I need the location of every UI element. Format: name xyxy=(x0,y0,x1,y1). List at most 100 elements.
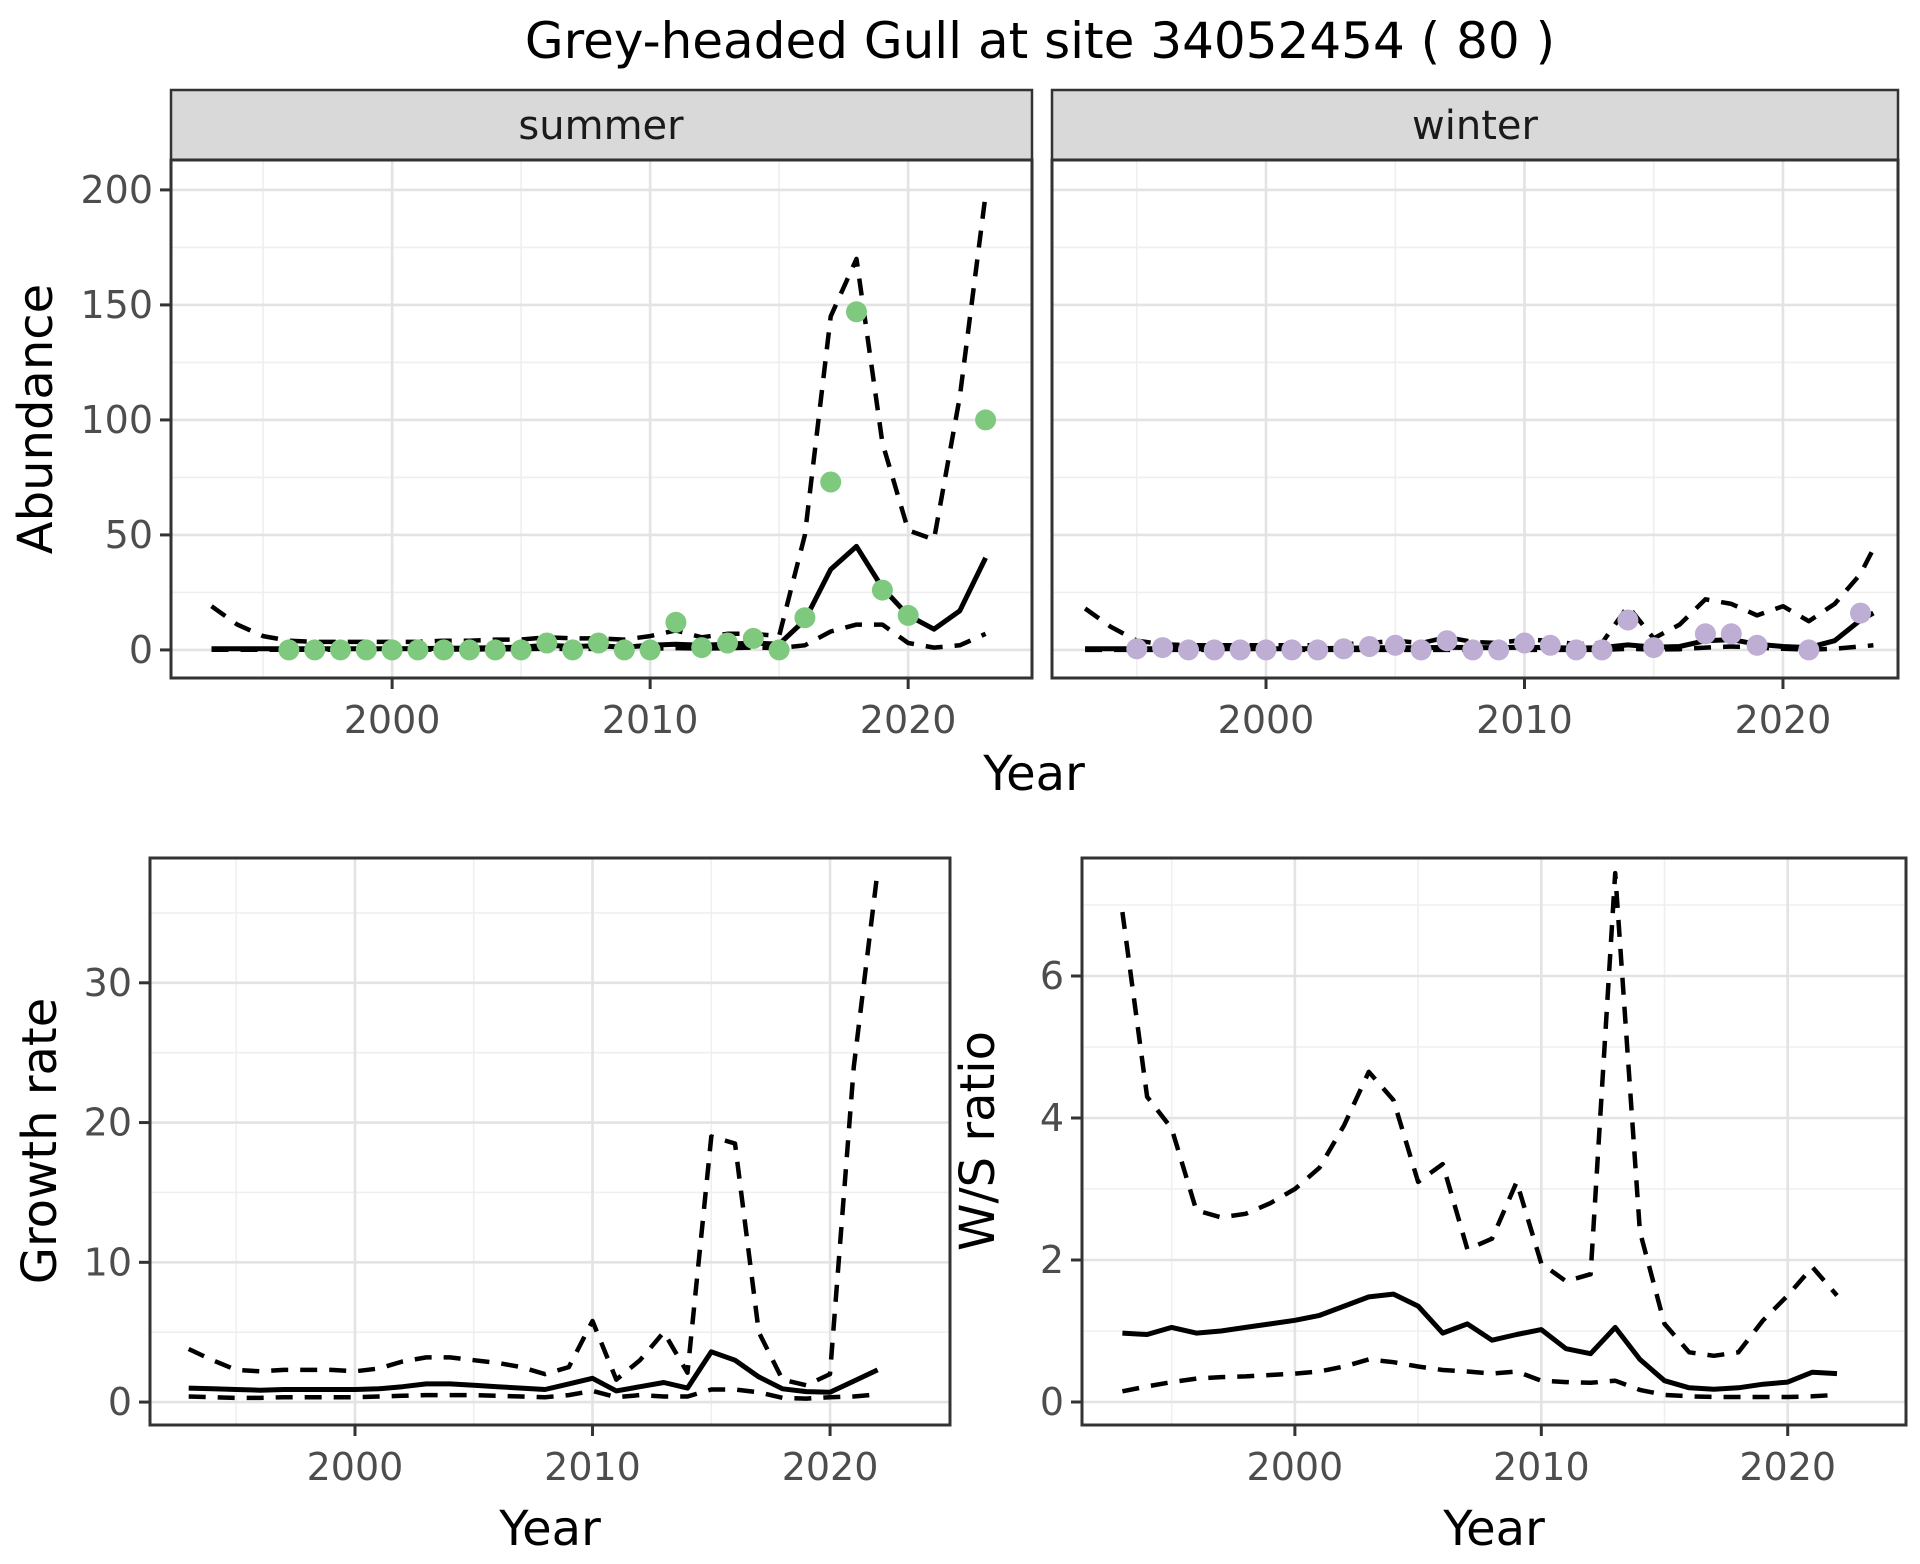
data-point xyxy=(1178,639,1199,661)
data-point xyxy=(639,639,661,661)
data-point xyxy=(820,471,842,493)
data-point xyxy=(871,579,893,601)
x-axis-title-year-top: Year xyxy=(982,746,1085,802)
data-point xyxy=(510,639,532,661)
facet-strip-winter: winter xyxy=(1050,88,1900,162)
data-point xyxy=(1850,602,1871,624)
facet-strip-winter-label: winter xyxy=(1412,103,1538,149)
data-point xyxy=(562,639,584,661)
data-point xyxy=(588,632,609,654)
y-axis-title-growth-rate: Growth rate xyxy=(12,998,68,1285)
data-point xyxy=(1539,634,1561,656)
y-tick-label: 30 xyxy=(84,961,132,1005)
y-axis-title-ws-ratio: W/S ratio xyxy=(950,1031,1006,1251)
facet-strip-summer-label: summer xyxy=(518,103,684,149)
data-point xyxy=(304,639,326,661)
x-tick-label: 2000 xyxy=(1218,698,1315,742)
data-point xyxy=(665,611,687,633)
data-point xyxy=(1591,639,1613,661)
data-point xyxy=(613,639,635,661)
data-point xyxy=(768,639,790,661)
y-tick-label: 0 xyxy=(108,1380,132,1424)
y-tick-label: 4 xyxy=(1040,1096,1064,1140)
plot-title: Grey-headed Gull at site 34052454 ( 80 ) xyxy=(525,12,1555,70)
x-tick-label: 2000 xyxy=(307,1445,404,1489)
y-tick-label: 0 xyxy=(129,628,153,672)
x-tick-label: 2010 xyxy=(1493,1445,1590,1489)
panel-border xyxy=(1080,856,1908,1427)
data-point xyxy=(1358,636,1380,657)
x-axis-title-year-bottom-left: Year xyxy=(498,1501,601,1557)
y-tick-label: 10 xyxy=(84,1240,132,1284)
data-point xyxy=(1229,639,1251,661)
facet-strip-summer: summer xyxy=(169,88,1034,162)
y-tick-label: 0 xyxy=(1040,1380,1064,1424)
data-point xyxy=(1126,638,1148,660)
data-point xyxy=(1307,639,1329,661)
y-axis-title-abundance: Abundance xyxy=(8,284,64,554)
data-point xyxy=(691,637,713,659)
data-point xyxy=(1203,639,1225,661)
x-tick-label: 2020 xyxy=(1739,1445,1836,1489)
data-point xyxy=(1643,637,1665,659)
data-point xyxy=(381,639,403,661)
panel-ws-ratio: 2000 2010 2020 0 2 4 6 xyxy=(1040,856,1908,1489)
data-point xyxy=(1565,639,1587,661)
fitted-line xyxy=(188,1349,879,1395)
x-tick-label: 2000 xyxy=(344,698,441,742)
x-tick-label: 2020 xyxy=(860,698,957,742)
panel-border xyxy=(1050,158,1900,680)
data-point xyxy=(1462,639,1484,661)
ci-upper-line xyxy=(210,194,988,645)
data-point xyxy=(1152,637,1174,659)
y-tick-label: 20 xyxy=(84,1101,132,1145)
ci-upper-line xyxy=(187,870,880,1388)
data-point xyxy=(459,639,480,661)
data-point xyxy=(278,639,300,661)
data-point xyxy=(742,627,764,649)
ci-upper-line xyxy=(1120,870,1839,1359)
data-point xyxy=(1281,639,1303,661)
panel-background xyxy=(150,858,950,1425)
x-tick-label: 2020 xyxy=(1735,698,1832,742)
data-point xyxy=(1488,639,1510,661)
data-point xyxy=(846,301,867,323)
data-point xyxy=(1255,639,1277,661)
data-point xyxy=(975,409,997,431)
data-point xyxy=(794,607,816,629)
data-point xyxy=(1720,623,1742,645)
y-tick-label: 150 xyxy=(80,283,153,327)
panel-border xyxy=(148,856,952,1427)
data-point xyxy=(1333,638,1355,660)
data-point xyxy=(897,604,919,626)
x-tick-label: 2000 xyxy=(1247,1445,1344,1489)
data-point xyxy=(484,639,506,661)
ci-upper-line xyxy=(1083,547,1876,648)
y-tick-label: 50 xyxy=(105,513,153,557)
data-point xyxy=(330,639,351,661)
panel-growth-rate: 2000 2010 2020 0 10 20 30 xyxy=(84,856,952,1489)
x-tick-label: 2010 xyxy=(1476,698,1573,742)
data-point xyxy=(1694,623,1716,645)
y-tick-label: 2 xyxy=(1040,1238,1064,1282)
data-point xyxy=(1617,609,1639,631)
data-point xyxy=(1798,639,1820,661)
data-point xyxy=(1746,634,1768,656)
panel-winter: 2000 2010 2020 xyxy=(1050,158,1900,742)
data-point xyxy=(1514,632,1535,654)
data-point xyxy=(1436,630,1458,652)
data-point xyxy=(407,639,429,661)
x-axis-title-year-bottom-right: Year xyxy=(1442,1501,1545,1557)
fitted-line xyxy=(1122,1291,1838,1392)
y-tick-label: 6 xyxy=(1040,954,1064,998)
panel-summer: 2000 2010 2020 0 50 100 150 200 xyxy=(80,158,1034,742)
x-tick-label: 2010 xyxy=(544,1445,641,1489)
x-tick-label: 2020 xyxy=(782,1445,879,1489)
x-tick-label: 2010 xyxy=(602,698,699,742)
y-tick-label: 100 xyxy=(80,398,153,442)
ci-lower-line xyxy=(1121,1357,1838,1400)
data-point xyxy=(355,639,377,661)
y-tick-label: 200 xyxy=(80,168,153,212)
